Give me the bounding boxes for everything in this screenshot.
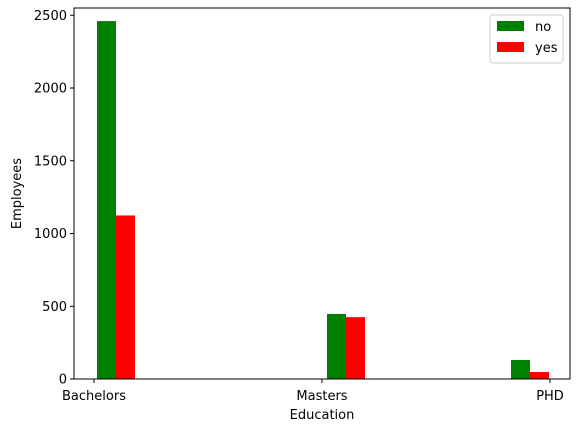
legend: no yes	[489, 14, 564, 64]
y-tick-label: 1500	[34, 154, 67, 169]
y-tick-label: 500	[42, 300, 67, 315]
legend-swatch-yes	[497, 42, 524, 52]
bar-no-bachelors	[97, 21, 116, 380]
y-axis: 0 500 1000 1500 2000 2500	[34, 9, 74, 388]
bar-yes-phd	[530, 372, 549, 379]
x-tick-label-phd: PHD	[536, 389, 564, 404]
x-tick-label-masters: Masters	[296, 389, 347, 404]
x-axis-label: Education	[290, 408, 355, 423]
legend-swatch-no	[497, 21, 524, 31]
y-tick-label: 1000	[34, 227, 67, 242]
y-tick-label: 2000	[34, 82, 67, 97]
bars-group	[97, 21, 549, 380]
x-tick-label-bachelors: Bachelors	[62, 389, 126, 404]
bar-no-phd	[511, 359, 530, 379]
legend-label-no: no	[535, 20, 551, 35]
plot-frame	[73, 7, 571, 380]
bar-yes-masters	[346, 317, 365, 379]
bar-yes-bachelors	[116, 215, 135, 379]
y-tick-label: 2500	[34, 9, 67, 24]
x-axis: Bachelors Masters PHD	[62, 379, 564, 404]
y-axis-label: Employees	[10, 158, 25, 229]
bar-no-masters	[327, 313, 346, 379]
plot-background	[74, 8, 570, 379]
y-tick-label: 0	[59, 373, 67, 388]
legend-label-yes: yes	[535, 41, 558, 56]
